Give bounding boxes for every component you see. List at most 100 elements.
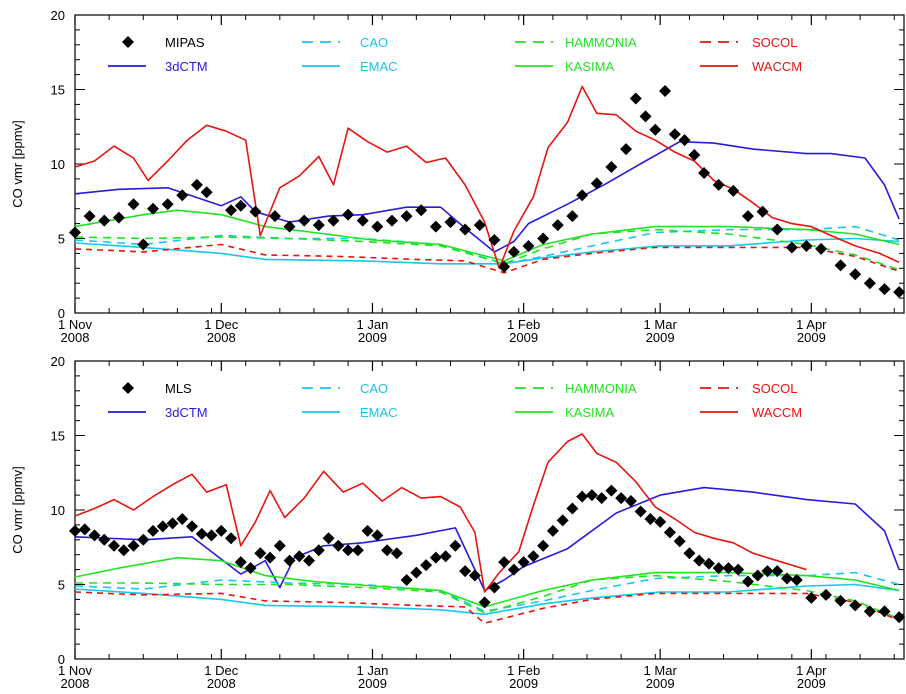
legend-label-3dctm: 3dCTM: [165, 59, 208, 74]
data-point-mls: [537, 540, 549, 552]
data-point-mipas: [552, 219, 564, 231]
x-tick-label-year: 2009: [358, 676, 387, 691]
data-point-mipas: [742, 210, 754, 222]
y-axis-title: CO vmr [ppmv]: [10, 466, 25, 553]
data-point-mls: [674, 535, 686, 547]
series-line-3dctm: [75, 142, 899, 252]
series-line-socol: [75, 245, 899, 273]
data-point-mipas: [508, 246, 520, 258]
data-point-mls: [401, 574, 413, 586]
legend-label-3dctm: 3dCTM: [165, 405, 208, 420]
legend-label-socol: SOCOL: [752, 35, 798, 50]
x-tick-label-year: 2008: [207, 676, 236, 691]
data-point-mipas: [523, 240, 535, 252]
data-point-mipas: [98, 215, 110, 227]
data-point-mipas: [113, 212, 125, 224]
data-point-mipas: [815, 243, 827, 255]
data-point-mls: [664, 526, 676, 538]
data-point-mls: [352, 544, 364, 556]
data-point-mipas: [640, 110, 652, 122]
x-tick-label-year: 2009: [646, 330, 675, 345]
data-point-mipas: [537, 233, 549, 245]
x-tick-label-year: 2009: [509, 676, 538, 691]
data-point-mipas: [878, 283, 890, 295]
data-point-mls: [557, 514, 569, 526]
data-point-mipas: [605, 161, 617, 173]
data-point-mipas: [371, 221, 383, 233]
data-point-mls: [410, 567, 422, 579]
data-point-mipas: [137, 238, 149, 250]
legend-label-socol: SOCOL: [752, 381, 798, 396]
data-point-mls: [391, 547, 403, 559]
legend-label-waccm: WACCM: [752, 59, 802, 74]
series-line-waccm: [75, 434, 807, 592]
data-point-mls: [381, 544, 393, 556]
data-point-mls: [225, 532, 237, 544]
data-point-mls: [566, 503, 578, 515]
legend-label-hammonia: HAMMONIA: [565, 381, 637, 396]
data-point-mipas: [698, 167, 710, 179]
data-point-mls: [693, 555, 705, 567]
data-point-mls: [479, 596, 491, 608]
y-tick-label: 20: [51, 354, 65, 369]
data-point-mipas: [864, 277, 876, 289]
data-point-mipas: [415, 204, 427, 216]
data-point-mls: [449, 540, 461, 552]
data-point-mls: [186, 520, 198, 532]
data-point-mls: [79, 523, 91, 535]
x-tick-label-year: 2009: [646, 676, 675, 691]
y-tick-label: 20: [51, 8, 65, 23]
data-point-mls: [576, 491, 588, 503]
series-line-emac: [75, 239, 899, 264]
data-point-mls: [586, 489, 598, 501]
data-point-mipas: [800, 240, 812, 252]
data-point-mipas: [401, 210, 413, 222]
x-tick-label-year: 2009: [797, 330, 826, 345]
data-point-mipas: [630, 92, 642, 104]
data-point-mipas: [128, 198, 140, 210]
data-point-mls: [420, 559, 432, 571]
legend-label-cao: CAO: [360, 381, 388, 396]
data-point-mipas: [342, 209, 354, 221]
data-point-mls: [440, 550, 452, 562]
x-tick-label-year: 2009: [509, 330, 538, 345]
data-point-mls: [635, 505, 647, 517]
legend-label-hammonia: HAMMONIA: [565, 35, 637, 50]
legend-label-mls: MLS: [165, 381, 192, 396]
legend-label-kasima: KASIMA: [565, 405, 614, 420]
series-line-waccm: [75, 87, 899, 269]
data-point-mipas: [659, 85, 671, 97]
legend-marker-mipas: [122, 36, 134, 48]
data-point-mls: [274, 540, 286, 552]
legend-label-emac: EMAC: [360, 405, 398, 420]
data-point-mipas: [620, 143, 632, 155]
data-point-mipas: [162, 198, 174, 210]
x-tick-label-year: 2009: [358, 330, 387, 345]
data-point-mipas: [201, 186, 213, 198]
data-point-mls: [644, 513, 656, 525]
y-tick-label: 15: [51, 429, 65, 444]
y-tick-label: 10: [51, 503, 65, 518]
data-point-mls: [864, 605, 876, 617]
data-point-mipas: [357, 215, 369, 227]
legend-label-cao: CAO: [360, 35, 388, 50]
data-point-mls: [518, 556, 530, 568]
legend-label-waccm: WACCM: [752, 405, 802, 420]
data-point-mls: [137, 534, 149, 546]
x-tick-label-year: 2008: [61, 330, 90, 345]
y-tick-label: 0: [58, 306, 65, 321]
legend-label-emac: EMAC: [360, 59, 398, 74]
x-tick-label-year: 2008: [207, 330, 236, 345]
data-point-mls: [654, 516, 666, 528]
data-point-mls: [742, 576, 754, 588]
data-point-mls: [323, 532, 335, 544]
data-point-mipas: [298, 215, 310, 227]
y-tick-label: 5: [58, 578, 65, 593]
data-point-mipas: [649, 124, 661, 136]
data-point-mipas: [566, 210, 578, 222]
data-point-mipas: [313, 219, 325, 231]
y-tick-label: 15: [51, 83, 65, 98]
data-point-mls: [683, 547, 695, 559]
